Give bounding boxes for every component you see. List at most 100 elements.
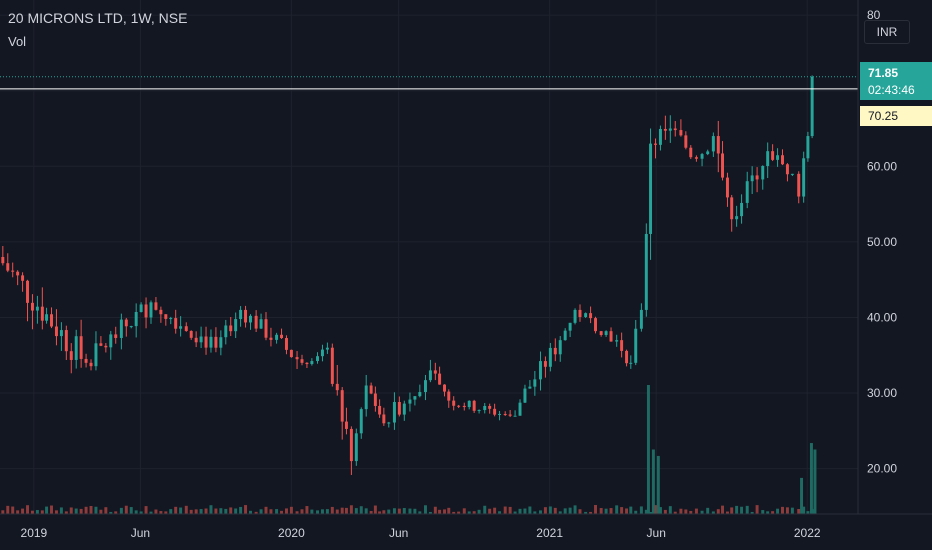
candle-body xyxy=(16,271,20,276)
candle-body xyxy=(179,326,183,329)
volume-bar xyxy=(493,507,497,514)
candle-body xyxy=(776,155,780,160)
price-tick-label: 80 xyxy=(867,8,881,22)
volume-bar xyxy=(269,509,273,514)
time-axis-bg xyxy=(0,514,932,550)
volume-bar xyxy=(797,508,801,514)
candle-body xyxy=(568,322,572,331)
volume-bar xyxy=(199,509,203,514)
volume-bar xyxy=(6,505,10,514)
volume-bar xyxy=(462,508,466,514)
candle-body xyxy=(730,197,734,220)
candle-body xyxy=(604,331,608,335)
candle-body xyxy=(189,330,193,338)
candle-body xyxy=(503,413,507,415)
candle-body xyxy=(649,143,653,234)
candle-body xyxy=(523,388,527,403)
candle-body xyxy=(397,402,401,415)
volume-bar xyxy=(620,507,624,514)
volume-bar xyxy=(523,508,527,514)
chart-grid xyxy=(0,0,858,514)
volume-bar xyxy=(295,511,299,514)
last-price-value: 71.85 xyxy=(868,66,899,80)
volume-bar xyxy=(373,505,377,514)
candle-body xyxy=(493,408,497,415)
candle-body xyxy=(679,130,683,136)
volume-bar xyxy=(402,508,406,514)
candle-body xyxy=(300,359,304,363)
candle-body xyxy=(344,421,348,429)
candle-body xyxy=(40,306,44,321)
volume-bar xyxy=(244,505,248,514)
volume-indicator-label[interactable]: Vol xyxy=(8,34,27,49)
candle-body xyxy=(663,128,667,131)
volume-bar xyxy=(174,506,178,514)
volume-bar xyxy=(711,511,715,514)
candle-body xyxy=(159,309,163,315)
candle-body xyxy=(639,309,643,329)
candle-body xyxy=(711,136,715,152)
currency-badge[interactable]: INR xyxy=(864,20,910,44)
volume-spike xyxy=(651,449,655,514)
volume-bar xyxy=(413,508,417,514)
volume-bars xyxy=(1,385,817,514)
volume-bar xyxy=(209,505,213,514)
volume-bar xyxy=(730,507,734,514)
volume-bar xyxy=(625,508,629,514)
volume-bar xyxy=(771,511,775,514)
candle-body xyxy=(790,173,794,175)
candle-body xyxy=(259,319,263,329)
volume-bar xyxy=(785,507,789,514)
volume-bar xyxy=(673,511,677,514)
volume-bar xyxy=(443,509,447,514)
candle-body xyxy=(284,338,288,350)
volume-bar xyxy=(284,508,288,514)
volume-bar xyxy=(194,509,198,514)
candle-body xyxy=(609,331,613,342)
candle-body xyxy=(740,202,744,217)
candle-body xyxy=(184,326,188,331)
candle-body xyxy=(806,136,810,159)
candle-body xyxy=(467,400,471,408)
candle-body xyxy=(725,177,729,198)
volume-bar xyxy=(629,506,633,514)
symbol-title[interactable]: 20 MICRONS LTD, 1W, NSE xyxy=(8,10,188,26)
candle-body xyxy=(89,362,93,367)
candle-body xyxy=(64,330,68,352)
volume-bar xyxy=(518,508,522,514)
volume-bar xyxy=(392,508,396,514)
volume-bar xyxy=(679,508,683,514)
volume-bar xyxy=(750,511,754,514)
volume-bar xyxy=(114,511,118,514)
volume-bar xyxy=(289,506,293,514)
candle-body xyxy=(330,347,334,384)
candle-body xyxy=(45,314,49,321)
volume-bar xyxy=(144,506,148,514)
volume-bar xyxy=(340,507,344,514)
candle-body xyxy=(584,313,588,317)
time-tick-label: Jun xyxy=(647,526,666,540)
candle-body xyxy=(418,392,422,397)
price-tick-label: 50.00 xyxy=(867,235,897,249)
candle-body xyxy=(164,314,168,319)
time-axis[interactable]: 2019 Jun 2020 Jun 2021 Jun 2022 xyxy=(0,513,932,550)
candle-body xyxy=(305,362,309,365)
candle-body xyxy=(558,340,562,355)
volume-bar xyxy=(84,506,88,514)
candle-body xyxy=(462,405,466,408)
candle-body xyxy=(289,349,293,358)
volume-bar xyxy=(428,511,432,514)
candle-body xyxy=(802,158,806,197)
volume-bar xyxy=(423,505,427,514)
volume-bar xyxy=(599,508,603,514)
candle-body xyxy=(599,331,603,335)
candle-body xyxy=(275,334,279,340)
volume-bar xyxy=(159,511,163,514)
candle-body xyxy=(310,361,314,365)
candle-body xyxy=(781,155,784,165)
volume-bar xyxy=(89,505,93,514)
candle-body xyxy=(700,154,704,159)
candle-body xyxy=(129,326,133,328)
last-price-tag: 71.85 02:43:46 xyxy=(860,62,932,100)
